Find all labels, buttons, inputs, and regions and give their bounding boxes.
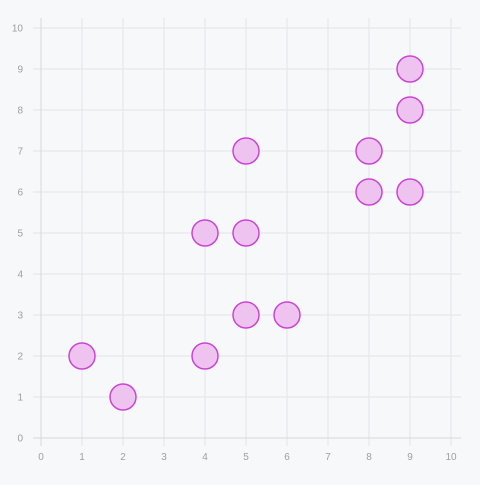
y-tick-label: 7	[17, 147, 23, 158]
x-tick-label: 6	[284, 452, 290, 463]
x-tick-label: 0	[38, 452, 44, 463]
data-point	[109, 383, 137, 411]
data-point	[191, 219, 219, 247]
data-point	[68, 342, 96, 370]
data-point	[396, 178, 424, 206]
y-tick-label: 10	[12, 24, 24, 35]
data-point	[273, 301, 301, 329]
data-point	[355, 178, 383, 206]
data-point	[232, 219, 260, 247]
x-tick-label: 4	[202, 452, 208, 463]
y-tick-label: 2	[17, 352, 23, 363]
data-point	[396, 96, 424, 124]
data-point	[232, 137, 260, 165]
data-point	[355, 137, 383, 165]
tick-label-layer: 0 1 2 3 4 5 6 7 8 9 10 0 1 2 3 4 5 6 7 8 9 10	[12, 24, 457, 464]
data-point	[232, 301, 260, 329]
x-tick-label: 5	[243, 452, 249, 463]
axis-layer	[33, 18, 461, 446]
y-tick-label: 0	[17, 434, 23, 445]
y-tick-label: 4	[17, 270, 23, 281]
data-point-layer	[68, 55, 424, 411]
x-tick-label: 9	[407, 452, 413, 463]
y-tick-label: 5	[17, 229, 23, 240]
x-tick-label: 3	[161, 452, 167, 463]
x-tick-label: 10	[445, 452, 457, 463]
y-tick-label: 1	[17, 393, 23, 404]
data-point	[191, 342, 219, 370]
x-tick-label: 7	[325, 452, 331, 463]
y-tick-label: 9	[17, 65, 23, 76]
x-tick-label: 1	[79, 452, 85, 463]
x-tick-label: 8	[366, 452, 372, 463]
y-tick-label: 6	[17, 188, 23, 199]
y-tick-label: 3	[17, 311, 23, 322]
y-tick-label: 8	[17, 106, 23, 117]
x-tick-label: 2	[120, 452, 126, 463]
data-point	[396, 55, 424, 83]
